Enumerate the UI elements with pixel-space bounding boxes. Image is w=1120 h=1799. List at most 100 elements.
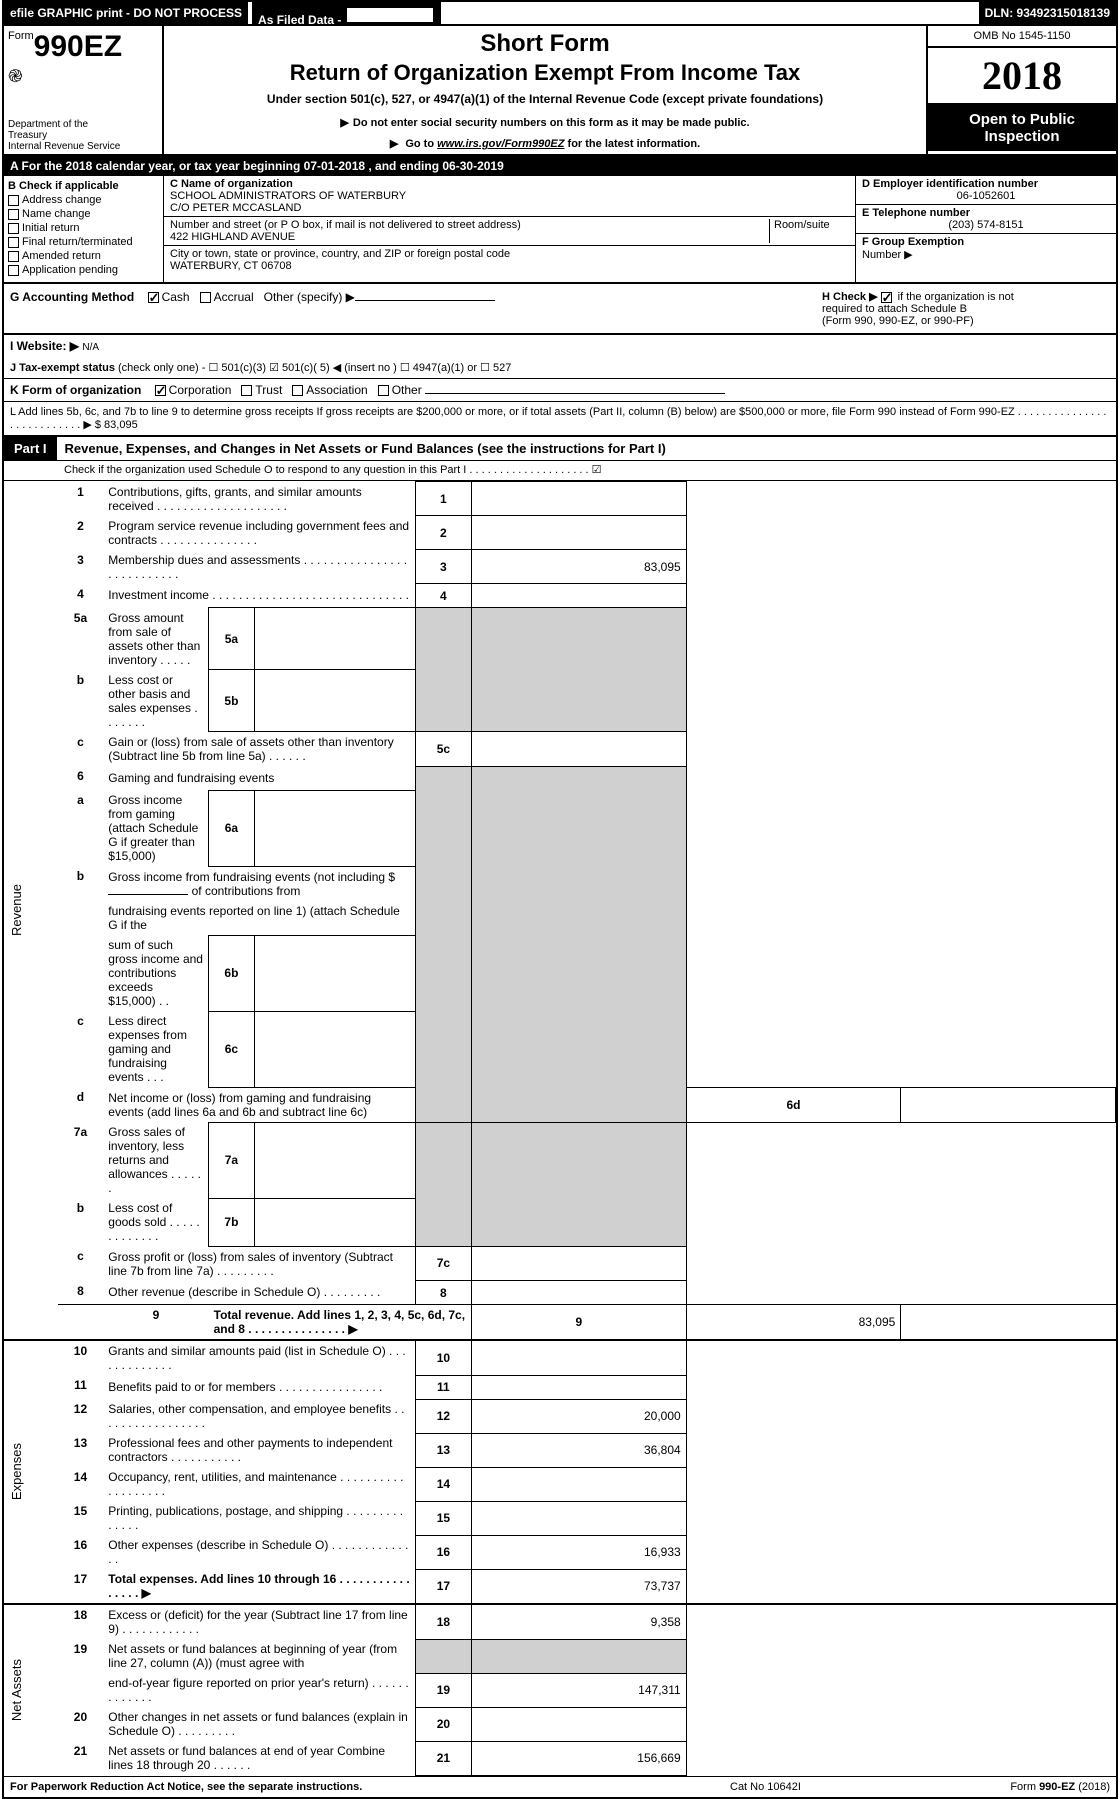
checkbox-cash[interactable]	[148, 292, 159, 303]
line-2-desc: Program service revenue including govern…	[103, 516, 415, 550]
checkbox-corporation[interactable]	[155, 385, 166, 396]
line-11-desc: Benefits paid to or for members . . . . …	[103, 1375, 415, 1399]
line-6c-subval	[254, 1011, 415, 1087]
j-text: (check only one) - ☐ 501(c)(3) ☑ 501(c)(…	[118, 362, 511, 374]
as-filed-text: As Filed Data -	[258, 13, 341, 27]
line-7b-subnum: 7b	[209, 1198, 255, 1246]
line-20-rnum: 20	[415, 1707, 471, 1741]
g-other-label: Other (specify) ▶	[264, 290, 355, 304]
line-11-num: 11	[58, 1375, 104, 1399]
checkbox-name-change[interactable]	[8, 209, 19, 220]
line-17-amt: 73,737	[472, 1569, 687, 1604]
line-9-amt: 83,095	[686, 1305, 901, 1341]
c-name-label: C Name of organization	[170, 178, 849, 190]
table-row: Net Assets 18 Excess or (deficit) for th…	[4, 1604, 1116, 1639]
footer-left: For Paperwork Reduction Act Notice, see …	[10, 1781, 730, 1793]
line-7c-num: c	[58, 1246, 104, 1281]
form-number-block: Form990EZ	[8, 30, 158, 64]
line-5a-num: 5a	[58, 608, 104, 670]
table-row: 8 Other revenue (describe in Schedule O)…	[4, 1281, 1116, 1305]
shade-5ab	[415, 608, 471, 732]
short-form-title: Short Form	[168, 30, 922, 58]
department-label: Department of the Treasury Internal Reve…	[8, 119, 120, 152]
form-prefix: Form	[8, 30, 34, 42]
room-suite-label: Room/suite	[769, 219, 849, 243]
website-value: N/A	[82, 342, 99, 353]
ein-value: 06-1052601	[862, 190, 1110, 202]
line-6d-rnum: 6d	[686, 1087, 901, 1122]
b-item-pending: Application pending	[8, 264, 159, 276]
phone-value: (203) 574-8151	[862, 219, 1110, 231]
org-address: 422 HIGHLAND AVENUE	[170, 231, 769, 243]
line-10-num: 10	[58, 1340, 104, 1375]
table-row: end-of-year figure reported on prior yea…	[4, 1673, 1116, 1707]
g-other-blank[interactable]	[355, 300, 495, 301]
line-7c-desc: Gross profit or (loss) from sales of inv…	[103, 1246, 415, 1281]
line-14-amt	[472, 1467, 687, 1501]
b-item-initial: Initial return	[8, 222, 159, 234]
table-row: 2 Program service revenue including gove…	[4, 516, 1116, 550]
line-6b-desc1: Gross income from fundraising events (no…	[103, 866, 415, 901]
line-7a-num: 7a	[58, 1122, 104, 1198]
line-8-amt	[472, 1281, 687, 1305]
part-i-title: Revenue, Expenses, and Changes in Net As…	[57, 439, 1116, 458]
checkbox-h-not-required[interactable]	[881, 292, 892, 303]
k-other-blank[interactable]	[425, 393, 725, 394]
k-assoc: Association	[306, 383, 367, 397]
section-k: K Form of organization Corporation Trust…	[4, 379, 1116, 402]
e-row: E Telephone number (203) 574-8151	[856, 205, 1116, 234]
line-16-num: 16	[58, 1535, 104, 1569]
line-12-rnum: 12	[415, 1399, 471, 1433]
checkbox-amended-return[interactable]	[8, 251, 19, 262]
j-label: J Tax-exempt status	[10, 362, 115, 374]
checkbox-other-org[interactable]	[378, 385, 389, 396]
treasury-seal-icon: ֎	[8, 64, 158, 88]
line-6c-subnum: 6c	[209, 1011, 255, 1087]
topbar-filed-label: As Filed Data -	[252, 2, 441, 24]
line-5a-subnum: 5a	[209, 608, 255, 670]
column-def: D Employer identification number 06-1052…	[856, 176, 1116, 282]
line-6b-blank[interactable]	[108, 894, 188, 895]
line-7a-desc: Gross sales of inventory, less returns a…	[103, 1122, 208, 1198]
checkbox-association[interactable]	[292, 385, 303, 396]
line-15-num: 15	[58, 1501, 104, 1535]
checkbox-accrual[interactable]	[200, 292, 211, 303]
table-row: 19 Net assets or fund balances at beginn…	[4, 1639, 1116, 1673]
line-12-amt: 20,000	[472, 1399, 687, 1433]
checkbox-application-pending[interactable]	[8, 265, 19, 276]
shade-6	[415, 766, 471, 1122]
line-6b-desc3: sum of such gross income and contributio…	[103, 935, 208, 1011]
table-row: 12 Salaries, other compensation, and emp…	[4, 1399, 1116, 1433]
line-2-rnum: 2	[415, 516, 471, 550]
f-row: F Group Exemption Number ▶	[856, 234, 1116, 263]
footer: For Paperwork Reduction Act Notice, see …	[4, 1776, 1116, 1797]
table-row: 9 Total revenue. Add lines 1, 2, 3, 4, 5…	[4, 1305, 1116, 1341]
checkbox-trust[interactable]	[241, 385, 252, 396]
line-16-amt: 16,933	[472, 1535, 687, 1569]
omb-number: OMB No 1545-1150	[928, 26, 1116, 48]
line-20-desc: Other changes in net assets or fund bala…	[103, 1707, 415, 1741]
goto-link[interactable]: www.irs.gov/Form990EZ	[437, 138, 564, 150]
header-center: Short Form Return of Organization Exempt…	[164, 26, 926, 154]
topbar-spacer	[441, 2, 979, 24]
e-label: E Telephone number	[862, 207, 1110, 219]
line-17-rnum: 17	[415, 1569, 471, 1604]
shade-7ab	[415, 1122, 471, 1246]
topbar: efile GRAPHIC print - DO NOT PROCESS As …	[4, 2, 1116, 26]
line-8-num: 8	[58, 1281, 104, 1305]
h-line2: required to attach Schedule B	[822, 303, 1110, 315]
line-6-num: 6	[58, 766, 104, 790]
checkbox-address-change[interactable]	[8, 195, 19, 206]
c-address-row: Number and street (or P O box, if mail i…	[164, 217, 855, 246]
checkbox-initial-return[interactable]	[8, 223, 19, 234]
table-row: 21 Net assets or fund balances at end of…	[4, 1741, 1116, 1775]
checkbox-final-return[interactable]	[8, 237, 19, 248]
header-right: OMB No 1545-1150 2018 Open to Public Ins…	[926, 26, 1116, 154]
line-10-rnum: 10	[415, 1340, 471, 1375]
line-1-num: 1	[58, 482, 104, 516]
f-label2: Number ▶	[862, 249, 913, 261]
line-12-desc: Salaries, other compensation, and employ…	[103, 1399, 415, 1433]
table-row: c Gain or (loss) from sale of assets oth…	[4, 732, 1116, 767]
table-row: Expenses 10 Grants and similar amounts p…	[4, 1340, 1116, 1375]
table-row: 3 Membership dues and assessments . . . …	[4, 550, 1116, 584]
